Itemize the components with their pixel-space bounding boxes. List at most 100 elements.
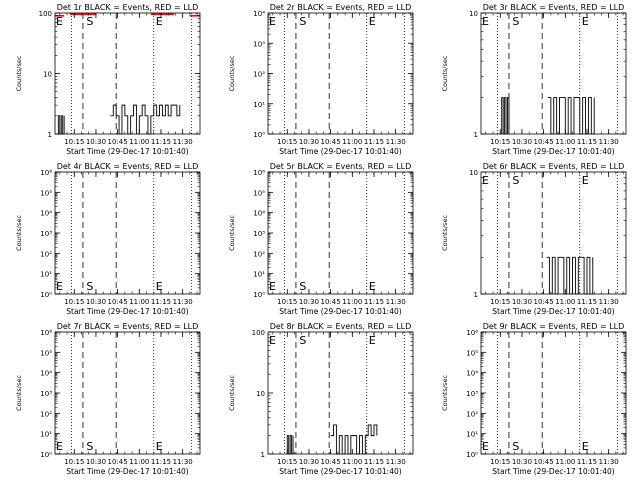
y-tick-label: 10⁴	[40, 210, 52, 218]
marker-s: S	[299, 280, 306, 293]
y-tick-label: 10²	[253, 71, 265, 79]
y-tick-label: 10²	[40, 250, 52, 258]
y-tick-label: 10³	[40, 390, 52, 398]
marker-e-start: E	[482, 174, 489, 187]
x-tick-label: 10:30	[86, 458, 106, 466]
y-axis-label: Counts/sec	[441, 215, 449, 251]
x-tick-label: 11:15	[151, 458, 171, 466]
y-tick-label: 100	[252, 329, 265, 337]
x-tick-label: 11:15	[577, 298, 597, 306]
x-tick-label: 10:30	[299, 138, 319, 146]
x-tick-label: 10:15	[277, 298, 297, 306]
y-axis-label: Counts/sec	[228, 375, 236, 411]
x-axis-label: Start Time (29-Dec-17 10:01:40)	[279, 307, 401, 316]
events-series-line	[547, 97, 595, 135]
y-axis-label: Counts/sec	[228, 55, 236, 91]
x-tick-label: 10:45	[108, 298, 128, 306]
detector-panel: Det 8r BLACK = Events, RED = LLD Counts/s…	[228, 322, 414, 476]
y-tick-label: 10²	[40, 410, 52, 418]
y-tick-label: 10³	[40, 230, 52, 238]
y-tick-label: 1	[48, 131, 52, 139]
x-tick-label: 11:30	[173, 298, 193, 306]
y-tick-label: 10	[469, 10, 478, 18]
marker-s: S	[512, 15, 519, 28]
x-tick-label: 10:45	[108, 138, 128, 146]
y-tick-label: 100	[39, 10, 52, 18]
y-tick-label: 10⁴	[40, 370, 52, 378]
x-tick-label: 11:15	[364, 458, 384, 466]
x-tick-label: 10:45	[534, 458, 554, 466]
panel-title: Det 7r BLACK = Events, RED = LLD	[57, 322, 199, 331]
x-axis-label: Start Time (29-Dec-17 10:01:40)	[492, 147, 614, 156]
marker-e-start: E	[269, 334, 276, 347]
y-axis-label: Counts/sec	[15, 215, 23, 251]
plot-frame	[267, 12, 414, 135]
x-tick-label: 10:30	[299, 298, 319, 306]
x-tick-label: 10:15	[277, 458, 297, 466]
y-tick-label: 10	[469, 169, 478, 177]
x-axis-label: Start Time (29-Dec-17 10:01:40)	[66, 147, 188, 156]
x-tick-label: 11:30	[599, 298, 619, 306]
y-tick-label: 10³	[466, 390, 478, 398]
detector-panel: Det 1r BLACK = Events, RED = LLD Counts/s…	[15, 3, 201, 156]
x-tick-label: 11:00	[342, 138, 362, 146]
x-tick-label: 10:30	[512, 458, 532, 466]
panel-title: Det 4r BLACK = Events, RED = LLD	[57, 162, 199, 171]
x-tick-label: 10:15	[490, 298, 510, 306]
detector-panel: Det 7r BLACK = Events, RED = LLD Counts/s…	[15, 322, 201, 476]
y-axis-label: Counts/sec	[228, 215, 236, 251]
y-tick-label: 10⁶	[40, 329, 52, 337]
x-axis-label: Start Time (29-Dec-17 10:01:40)	[492, 307, 614, 316]
y-tick-label: 10⁰	[40, 451, 52, 459]
panel-title: Det 5r BLACK = Events, RED = LLD	[270, 162, 412, 171]
marker-s: S	[86, 15, 93, 28]
x-tick-label: 11:30	[386, 298, 406, 306]
x-tick-label: 10:30	[512, 138, 532, 146]
events-series-line	[56, 115, 65, 135]
x-tick-label: 11:30	[599, 138, 619, 146]
x-tick-label: 10:15	[277, 138, 297, 146]
plot-frame	[54, 331, 201, 455]
marker-e-end: E	[582, 174, 589, 187]
x-tick-label: 10:30	[86, 138, 106, 146]
x-tick-label: 11:30	[173, 458, 193, 466]
marker-s: S	[86, 280, 93, 293]
marker-e-start: E	[269, 280, 276, 293]
x-tick-label: 11:15	[577, 138, 597, 146]
x-tick-label: 11:30	[173, 138, 193, 146]
y-tick-label: 1	[261, 451, 265, 459]
detector-panel: Det 5r BLACK = Events, RED = LLD Counts/s…	[228, 162, 414, 316]
x-tick-label: 10:15	[64, 138, 84, 146]
marker-e-end: E	[156, 280, 163, 293]
x-tick-label: 11:30	[386, 138, 406, 146]
panel-title: Det 8r BLACK = Events, RED = LLD	[270, 322, 412, 331]
marker-s: S	[86, 440, 93, 453]
marker-e-start: E	[56, 280, 63, 293]
x-tick-label: 11:15	[577, 458, 597, 466]
y-tick-label: 10⁴	[253, 210, 265, 218]
x-tick-label: 11:15	[364, 298, 384, 306]
marker-e-start: E	[56, 15, 63, 28]
x-axis-label: Start Time (29-Dec-17 10:01:40)	[279, 147, 401, 156]
x-tick-label: 11:15	[151, 298, 171, 306]
detector-panel: Det 6r BLACK = Events, RED = LLD Counts/s…	[441, 162, 627, 316]
detector-panel: Det 4r BLACK = Events, RED = LLD Counts/s…	[15, 162, 201, 316]
y-tick-label: 10⁵	[466, 349, 478, 357]
y-tick-label: 10¹	[253, 101, 265, 109]
x-tick-label: 10:30	[86, 298, 106, 306]
marker-s: S	[512, 174, 519, 187]
y-tick-label: 10²	[253, 250, 265, 258]
y-tick-label: 10¹	[40, 271, 52, 279]
events-series-line	[330, 424, 378, 455]
y-tick-label: 10⁵	[40, 189, 52, 197]
events-series-line	[546, 256, 594, 295]
x-tick-label: 11:00	[342, 458, 362, 466]
plot-frame	[480, 12, 627, 135]
panel-title: Det 2r BLACK = Events, RED = LLD	[270, 3, 412, 12]
x-tick-label: 10:15	[64, 458, 84, 466]
x-tick-label: 11:15	[151, 138, 171, 146]
x-axis-label: Start Time (29-Dec-17 10:01:40)	[66, 467, 188, 476]
panel-title: Det 9r BLACK = Events, RED = LLD	[483, 322, 625, 331]
x-tick-label: 10:45	[321, 458, 341, 466]
x-tick-label: 10:30	[512, 298, 532, 306]
